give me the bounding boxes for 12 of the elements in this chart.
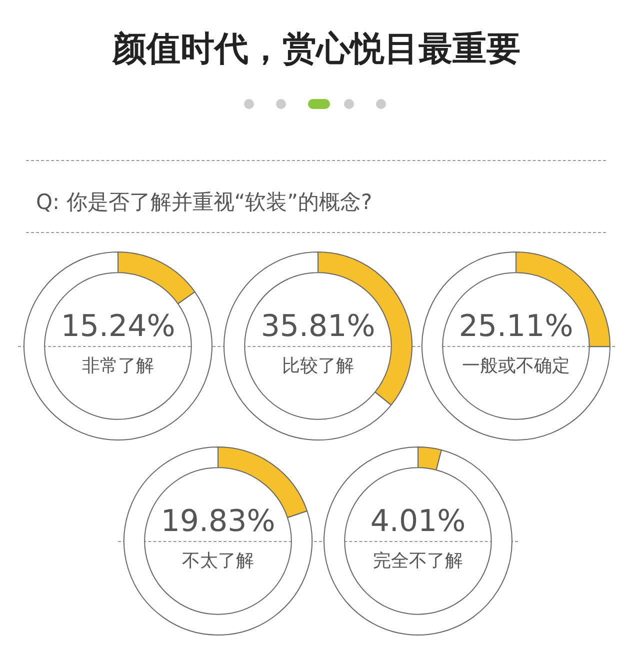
slice-label: 一般或不确定 bbox=[462, 356, 570, 377]
data-label: 15.24% bbox=[60, 309, 176, 344]
slice-label: 不太了解 bbox=[182, 550, 254, 572]
chart-subtitle: Q: 你是否了解并重视“软装”的概念? bbox=[36, 189, 372, 216]
slice-label: 非常了解 bbox=[82, 356, 154, 377]
text: 颜值时代，赏心悦目最重要 bbox=[111, 28, 522, 71]
slice-label: 比较了解 bbox=[282, 356, 354, 377]
data-label: 25.11% bbox=[458, 309, 574, 344]
slice-label: 完全不了解 bbox=[373, 550, 463, 572]
data-label: 19.83% bbox=[160, 504, 276, 539]
data-label: 35.81% bbox=[260, 309, 376, 344]
data-label: 4.01% bbox=[370, 504, 466, 539]
